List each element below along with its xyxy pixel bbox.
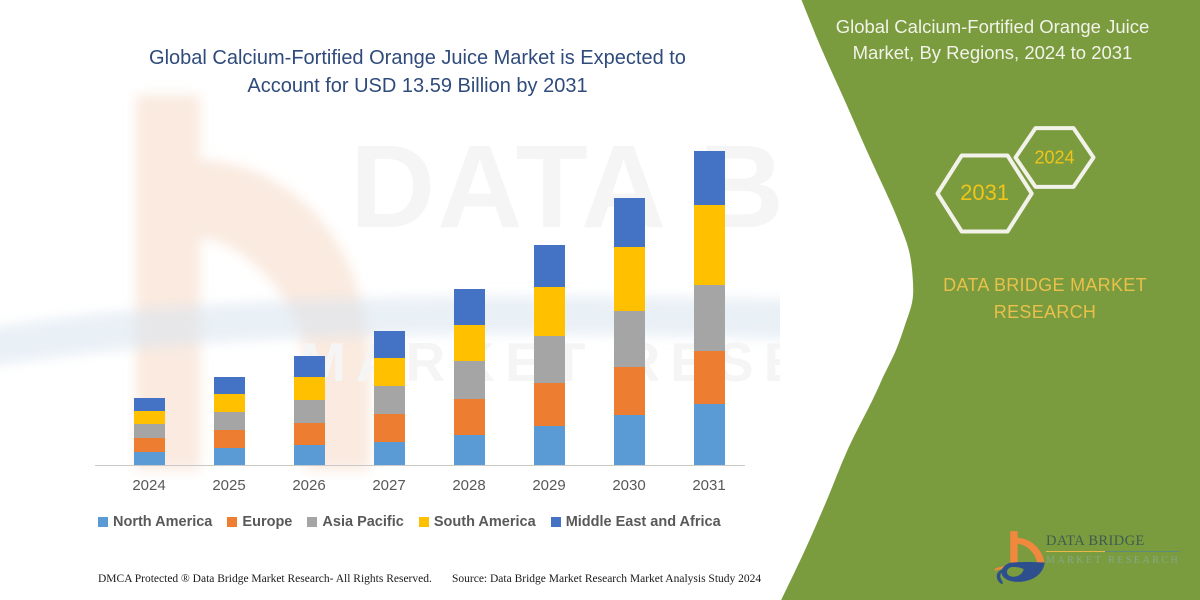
svg-text:2031: 2031 bbox=[960, 180, 1009, 205]
svg-text:2024: 2024 bbox=[1034, 148, 1074, 168]
